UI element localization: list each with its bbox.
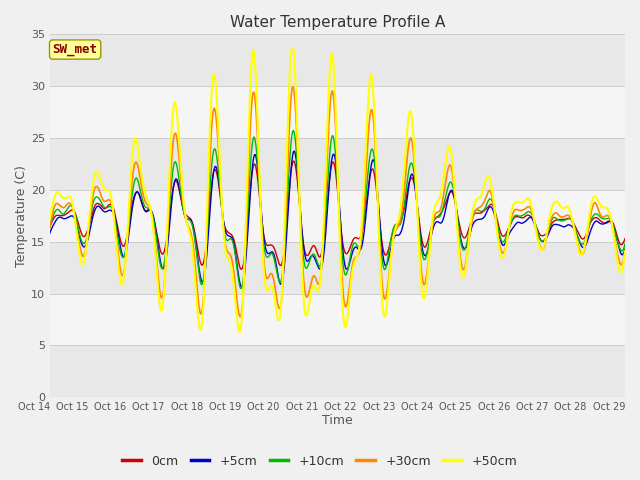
Legend: 0cm, +5cm, +10cm, +30cm, +50cm: 0cm, +5cm, +10cm, +30cm, +50cm [117, 450, 523, 473]
Title: Water Temperature Profile A: Water Temperature Profile A [230, 15, 445, 30]
Y-axis label: Temperature (C): Temperature (C) [15, 165, 28, 266]
Bar [50, 34, 625, 86]
Bar [50, 86, 625, 138]
Bar [50, 190, 625, 241]
Bar [50, 293, 625, 346]
Bar [50, 241, 625, 293]
Bar [50, 346, 625, 397]
Bar [50, 138, 625, 190]
Text: SW_met: SW_met [52, 43, 98, 56]
X-axis label: Time: Time [322, 414, 353, 427]
